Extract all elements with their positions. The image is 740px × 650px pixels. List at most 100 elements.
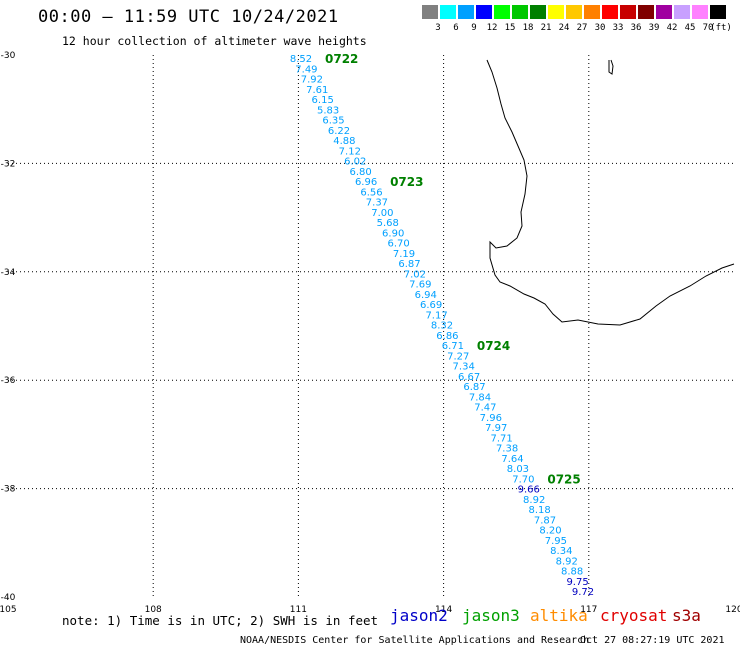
wave-height-value: 7.71 — [491, 433, 513, 444]
legend-level-label: 12 — [486, 23, 498, 33]
wave-height-value: 8.32 — [431, 321, 453, 332]
legend-level-label: 33 — [612, 23, 624, 33]
latitude-label: -40 — [1, 593, 16, 603]
wave-height-value: 7.27 — [447, 351, 469, 362]
wave-height-value: 7.34 — [453, 362, 475, 373]
longitude-label: 120 — [725, 605, 740, 615]
latitude-label: -34 — [1, 268, 16, 278]
legend-swatch — [476, 5, 492, 19]
wave-height-value: 9.66 — [518, 485, 540, 496]
wave-height-value: 7.12 — [339, 146, 361, 157]
map-frame — [8, 55, 734, 597]
legend-level-label: 45 — [684, 23, 696, 33]
legend-level-label: 21 — [540, 23, 552, 33]
legend-level-label: 42 — [666, 23, 678, 33]
wave-height-value: 8.03 — [507, 464, 529, 475]
legend-swatch — [530, 5, 546, 19]
latitude-label: -30 — [1, 51, 16, 61]
latitude-label: -32 — [1, 159, 16, 169]
legend-swatch — [512, 5, 528, 19]
wave-height-value: 7.95 — [545, 536, 567, 547]
generation-timestamp: Oct 27 08:27:19 UTC 2021 — [580, 635, 725, 646]
wave-height-value: 7.64 — [501, 454, 523, 465]
pass-time-label: 0725 — [547, 472, 580, 486]
legend-swatch — [566, 5, 582, 19]
wave-height-value: 7.49 — [295, 64, 317, 75]
wave-height-value: 6.22 — [328, 126, 350, 137]
wave-height-value: 7.92 — [301, 75, 323, 86]
wave-height-value: 8.34 — [550, 546, 572, 557]
legend-swatch — [548, 5, 564, 19]
legend-swatch — [620, 5, 636, 19]
legend-level-label: 39 — [648, 23, 660, 33]
legend-swatch — [584, 5, 600, 19]
wave-height-value: 6.71 — [442, 341, 464, 352]
longitude-label: 111 — [290, 605, 307, 615]
latitude-label: -38 — [1, 485, 16, 495]
wave-height-value: 6.87 — [463, 382, 485, 393]
wave-height-value: 8.52 — [290, 54, 312, 65]
wave-height-value: 6.56 — [360, 187, 382, 198]
legend-swatch — [710, 5, 726, 19]
map-subtitle: 12 hour collection of altimeter wave hei… — [62, 34, 367, 48]
wave-height-value: 9.72 — [572, 587, 594, 598]
pass-time-label: 0723 — [390, 175, 423, 189]
wave-height-value: 7.96 — [480, 413, 502, 424]
wave-height-value: 6.96 — [355, 177, 377, 188]
pass-time-label: 0724 — [477, 339, 510, 353]
wave-height-value: 7.84 — [469, 392, 491, 403]
wave-height-value: 7.19 — [393, 249, 415, 260]
legend-level-label: 24 — [558, 23, 570, 33]
legend-level-label: 70 — [702, 23, 714, 33]
wave-height-value: 8.92 — [556, 556, 578, 567]
wave-height-value: 6.67 — [458, 372, 480, 383]
lat-lon-grid — [8, 55, 734, 597]
units-note: note: 1) Time is in UTC; 2) SWH is in fe… — [62, 613, 379, 628]
wave-height-value: 8.20 — [539, 526, 561, 537]
wave-height-value: 7.00 — [371, 208, 393, 219]
wave-height-value: 5.83 — [317, 105, 339, 116]
wave-height-value: 7.87 — [534, 515, 556, 526]
wave-height-value: 6.86 — [436, 331, 458, 342]
legend-level-label: 36 — [630, 23, 642, 33]
axis-labels: 105 108 111 114 117 120 -30 -32 -34 -36 -38 -40 — [0, 51, 740, 615]
altimeter-track: 8.527.497.927.616.155.836.356.224.887.12… — [290, 52, 594, 598]
wave-height-value: 6.94 — [415, 290, 437, 301]
wave-height-value: 7.37 — [366, 198, 388, 209]
longitude-label: 108 — [145, 605, 162, 615]
coastline-western-australia — [486, 59, 735, 326]
legend-swatch — [692, 5, 708, 19]
map-title: 00:00 – 11:59 UTC 10/24/2021 — [38, 7, 339, 27]
wave-height-value: 6.90 — [382, 228, 404, 239]
legend-level-label: 6 — [453, 23, 459, 33]
wave-height-value: 4.88 — [333, 136, 355, 147]
satellite-name: cryosat — [600, 606, 668, 625]
legend-level-label: 15 — [504, 23, 516, 33]
wave-height-value: 7.38 — [496, 444, 518, 455]
wave-height-value: 7.02 — [404, 269, 426, 280]
satellite-name: jason3 — [462, 606, 520, 625]
wave-height-value: 8.88 — [561, 567, 583, 578]
legend-swatch — [458, 5, 474, 19]
credit-line: NOAA/NESDIS Center for Satellite Applica… — [240, 635, 590, 646]
legend-level-label: 9 — [471, 23, 477, 33]
legend-swatch — [494, 5, 510, 19]
wave-height-value: 6.80 — [350, 167, 372, 178]
satellite-name: jason2 — [390, 606, 448, 625]
wave-height-value: 6.69 — [420, 300, 442, 311]
wave-height-value: 6.87 — [398, 259, 420, 270]
legend-swatch — [638, 5, 654, 19]
wave-height-value: 6.15 — [312, 95, 334, 106]
legend-level-label: 27 — [576, 23, 588, 33]
wave-height-value: 5.68 — [377, 218, 399, 229]
legend-level-label: 18 — [522, 23, 534, 33]
longitude-label: 105 — [0, 605, 17, 615]
legend-level-label: 3 — [435, 23, 441, 33]
color-legend: 3 6 9 12 15 18 21 24 27 30 33 36 39 42 45 70 (ft) — [422, 5, 732, 37]
legend-swatch — [674, 5, 690, 19]
wave-height-value: 8.18 — [528, 505, 550, 516]
legend-swatch — [656, 5, 672, 19]
wave-height-value: 7.47 — [474, 403, 496, 414]
legend-swatch — [422, 5, 438, 19]
legend-level-label: 30 — [594, 23, 606, 33]
